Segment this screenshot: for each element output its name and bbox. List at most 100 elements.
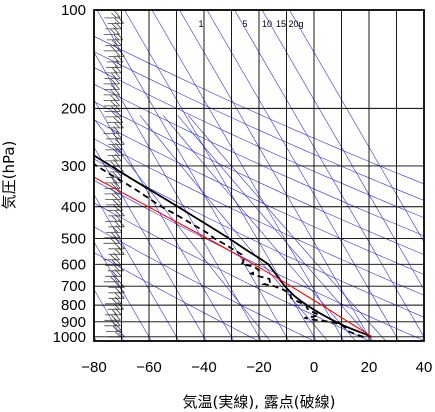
wind-barb [105, 296, 122, 305]
dry-adiabat-line [94, 35, 424, 185]
dry-adiabat-line [94, 226, 315, 341]
wind-barb-flag [112, 326, 119, 332]
x-tick-label: 20 [361, 359, 378, 376]
dry-adiabat-line [94, 83, 424, 237]
isotherm-line [94, 193, 180, 341]
wind-barb-flag [111, 188, 117, 195]
mixing-ratio-line [94, 118, 271, 341]
mixing-ratio-label: 1 [198, 19, 203, 29]
wind-barb [108, 247, 125, 255]
wind-barb-flag [111, 155, 118, 162]
wind-barb-flag [114, 150, 120, 156]
wind-barb-flag [112, 172, 119, 178]
wind-barb [104, 318, 121, 327]
wind-barb [104, 313, 121, 321]
wind-barb-flag [110, 89, 116, 96]
wind-barb-flag [115, 243, 121, 250]
wind-barb [103, 93, 120, 101]
wind-barb-flag [114, 122, 120, 129]
isotherm-line [289, 10, 424, 243]
wind-barb-flag [110, 84, 116, 90]
isotherm-line [179, 10, 372, 341]
wind-barb-flag [110, 276, 116, 283]
wind-barb-flag [111, 23, 118, 30]
temperature-series-line [94, 154, 373, 338]
wind-barb-flag [114, 18, 120, 24]
x-tick-label: 0 [310, 359, 318, 376]
wind-barbs [103, 10, 125, 338]
isotherm-line [94, 51, 262, 341]
mixing-ratio-line [162, 115, 357, 341]
wind-barb-flag [112, 199, 119, 206]
profile-series [94, 154, 373, 338]
mixing-ratio-line [139, 115, 329, 341]
wind-barb-flag [111, 298, 118, 305]
y-axis-title: 気圧(hPa) [0, 141, 18, 210]
wind-barb-flag [111, 40, 118, 46]
wind-barb-flag [115, 139, 121, 145]
y-tick-label: 800 [61, 297, 86, 314]
y-tick-label: 600 [61, 256, 86, 273]
mixing-ratio-labels: 1 5 10 15 20g [198, 19, 303, 29]
x-tick-label: −20 [246, 359, 271, 376]
dry-adiabat-line [94, 138, 424, 296]
wind-barb-flag [113, 56, 120, 63]
dry-adiabat-line [94, 202, 370, 341]
wind-barb [105, 109, 122, 118]
isotherm-line [234, 10, 424, 338]
wind-barb-flag [112, 227, 119, 233]
x-tick-label: −60 [136, 359, 161, 376]
wind-barb [103, 252, 120, 261]
dry-adiabat-line [94, 51, 424, 201]
wind-barb-flag [112, 133, 119, 140]
wind-barb-flag [110, 29, 116, 35]
isotherm-line [206, 10, 400, 341]
wind-barb-flag [113, 117, 120, 123]
wind-barb [104, 10, 121, 19]
wind-barb [103, 87, 120, 96]
wind-barb-flag [115, 51, 121, 57]
mixing-ratio-label: 15 [276, 19, 286, 29]
wind-barb-flag [111, 67, 118, 74]
wind-barb-flag [110, 100, 116, 107]
wind-barb-flag [110, 128, 116, 134]
wind-barb-flag [115, 293, 121, 299]
wind-barb-flag [111, 106, 117, 112]
wind-barb [105, 65, 122, 74]
dry-adiabat-line [94, 119, 424, 275]
dry-adiabat-line [94, 252, 259, 341]
wind-barb-flag [111, 232, 117, 239]
wind-barb [103, 126, 120, 134]
wind-barb [108, 291, 125, 299]
wind-barb-flag [113, 205, 120, 211]
x-tick-labels: −80 −60 −40 −20 0 20 40 [81, 359, 432, 376]
dry-adiabat-line [94, 101, 424, 255]
wind-barb-flag [115, 249, 121, 255]
x-tick-label: 40 [416, 359, 433, 376]
wind-barb-flag [115, 287, 121, 294]
x-axis-title: 気温(実線), 露点(破線) [183, 393, 336, 411]
mixing-ratio-label: 20g [288, 19, 303, 29]
wind-barb-flag [115, 221, 121, 228]
wind-barb-flag [111, 315, 117, 321]
mixing-ratio-line [177, 115, 374, 341]
y-tick-label: 900 [61, 314, 86, 331]
wind-barb-flag [110, 78, 116, 85]
wind-barb [106, 197, 123, 206]
plot-frame [93, 9, 425, 342]
wind-barb-flag [111, 194, 118, 200]
wind-barb-flag [111, 144, 118, 151]
wind-barb [103, 82, 120, 90]
mixing-ratio-label: 5 [242, 19, 247, 29]
wind-barb-flag [111, 111, 118, 118]
y-tick-label: 700 [61, 278, 86, 295]
dewpoint-series-line [94, 162, 364, 338]
x-tick-label: −80 [81, 359, 106, 376]
wind-barb-flag [111, 271, 118, 277]
mixing-ratio-label: 10 [262, 19, 272, 29]
wind-barb [108, 285, 125, 294]
wind-barb-flag [112, 62, 119, 68]
wind-barb-flag [110, 95, 116, 101]
